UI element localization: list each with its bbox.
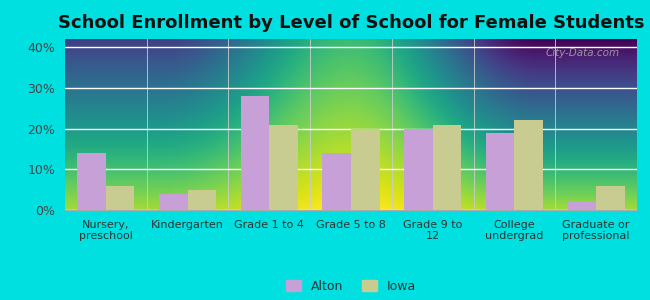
Bar bbox=[567, 202, 596, 210]
Title: School Enrollment by Level of School for Female Students: School Enrollment by Level of School for… bbox=[58, 14, 644, 32]
Bar bbox=[351, 129, 380, 210]
Bar bbox=[188, 190, 216, 210]
Bar bbox=[77, 153, 106, 210]
Bar bbox=[404, 129, 433, 210]
Bar bbox=[514, 120, 543, 210]
Legend: Alton, Iowa: Alton, Iowa bbox=[286, 280, 416, 293]
Bar bbox=[596, 186, 625, 210]
Bar bbox=[106, 186, 135, 210]
Bar bbox=[269, 124, 298, 210]
Bar bbox=[433, 124, 462, 210]
Bar bbox=[240, 96, 269, 210]
Bar bbox=[322, 153, 351, 210]
Bar bbox=[159, 194, 188, 210]
Text: City-Data.com: City-Data.com bbox=[546, 47, 620, 58]
Bar bbox=[486, 133, 514, 210]
